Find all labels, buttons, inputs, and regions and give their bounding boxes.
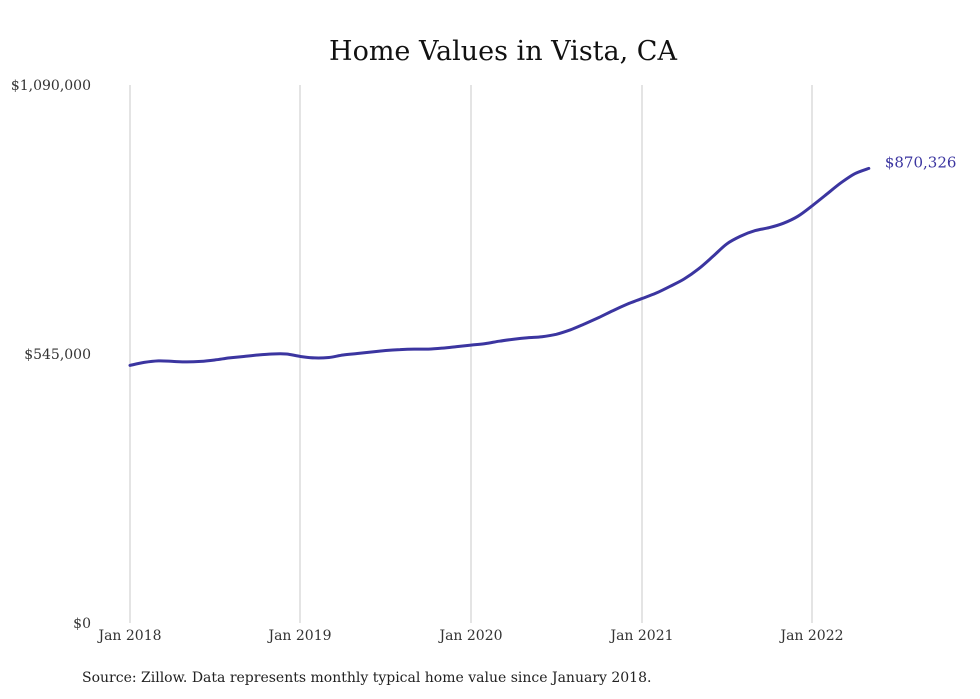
chart-title: Home Values in Vista, CA — [329, 36, 677, 67]
grid-layer — [129, 85, 813, 623]
x-tick-label: Jan 2021 — [608, 628, 673, 644]
y-tick-labels: $1,090,000 $545,000 $0 — [11, 78, 91, 632]
y-tick-label: $0 — [73, 616, 91, 632]
x-tick-label: Jan 2022 — [778, 628, 843, 644]
source-note: Source: Zillow. Data represents monthly … — [82, 670, 651, 686]
x-tick-label: Jan 2018 — [96, 628, 161, 644]
y-tick-label: $545,000 — [24, 347, 91, 363]
x-tick-label: Jan 2019 — [266, 628, 331, 644]
home-value-line — [128, 166, 871, 367]
y-tick-label: $1,090,000 — [11, 78, 91, 94]
end-value-label: $870,326 — [885, 153, 957, 171]
x-tick-label: Jan 2020 — [437, 628, 502, 644]
x-tick-labels: Jan 2018 Jan 2019 Jan 2020 Jan 2021 Jan 2022 — [96, 628, 843, 644]
series-layer: $870,326 — [128, 153, 957, 367]
